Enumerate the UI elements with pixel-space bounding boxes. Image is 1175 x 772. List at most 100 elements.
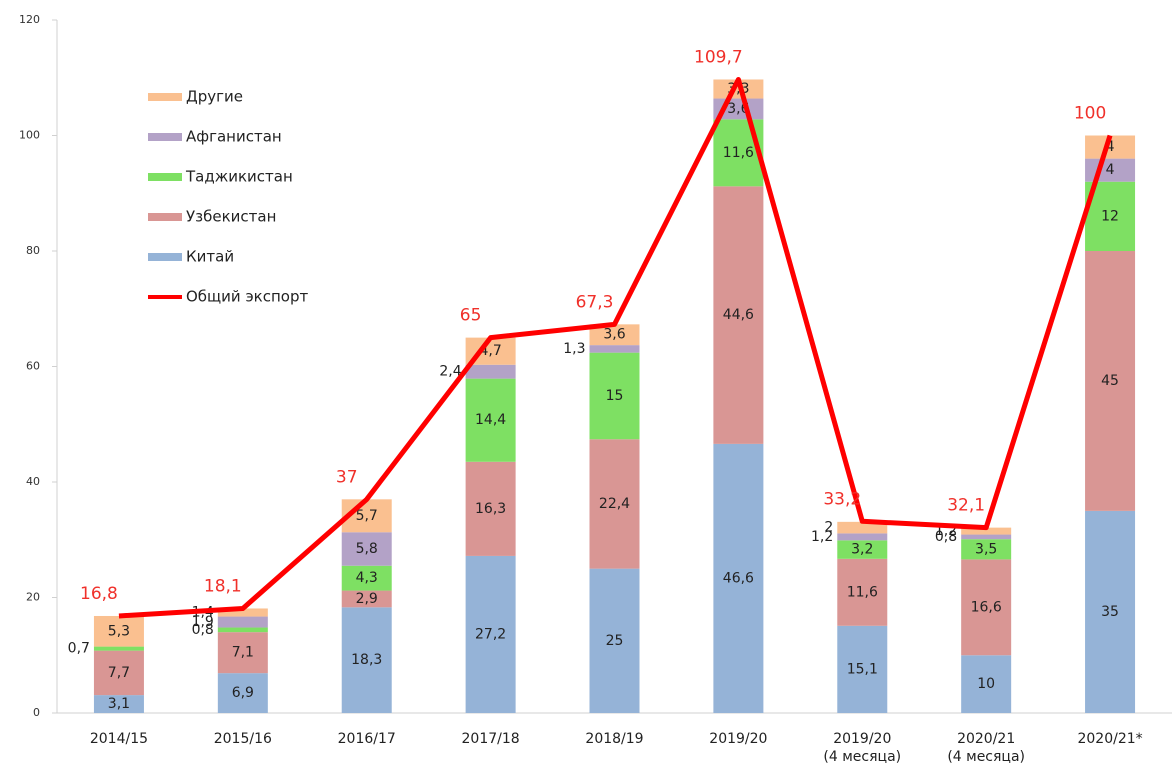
bar-segment bbox=[589, 568, 640, 713]
bar-segment bbox=[217, 608, 268, 617]
bar-segment bbox=[837, 625, 888, 713]
bar-segment bbox=[837, 540, 888, 559]
data-label: 11,6 bbox=[723, 145, 754, 161]
bar-segment bbox=[589, 352, 640, 440]
bar-segment bbox=[589, 439, 640, 569]
bar-segment bbox=[465, 461, 516, 556]
total-label: 32,1 bbox=[947, 496, 985, 516]
data-label: 2 bbox=[824, 520, 833, 536]
y-tick-label: 20 bbox=[26, 591, 40, 604]
bar-segment bbox=[93, 695, 144, 713]
bar-segment bbox=[713, 79, 764, 99]
legend-swatch bbox=[148, 253, 182, 261]
data-label: 16,3 bbox=[475, 501, 506, 517]
data-label: 5,8 bbox=[356, 541, 378, 557]
data-label: 15,1 bbox=[847, 661, 878, 677]
bar-segment bbox=[1085, 251, 1136, 511]
data-label: 0,7 bbox=[68, 641, 90, 657]
data-label: 3,6 bbox=[603, 327, 625, 343]
x-tick-label: 2019/20 bbox=[709, 731, 767, 747]
total-label: 109,7 bbox=[694, 47, 743, 67]
bar-segment bbox=[341, 532, 392, 566]
legend-swatch bbox=[148, 213, 182, 221]
data-label: 18,3 bbox=[351, 652, 382, 668]
bar-segment bbox=[961, 539, 1012, 560]
total-label: 16,8 bbox=[80, 584, 118, 604]
legend-swatch bbox=[148, 93, 182, 101]
data-label: 1,3 bbox=[563, 341, 585, 357]
data-label: 6,9 bbox=[232, 685, 254, 701]
data-label: 11,6 bbox=[847, 584, 878, 600]
total-label: 33,2 bbox=[823, 489, 861, 509]
legend-label: Таджикистан bbox=[185, 168, 293, 186]
bar-segment bbox=[465, 364, 516, 379]
bar-segment bbox=[713, 443, 764, 713]
data-label: 15 bbox=[606, 388, 624, 404]
data-label: 7,7 bbox=[108, 665, 130, 681]
data-label: 3,5 bbox=[975, 541, 997, 557]
data-label: 44,6 bbox=[723, 307, 754, 323]
data-label: 4 bbox=[1106, 139, 1115, 155]
legend-label: Общий экспорт bbox=[186, 288, 308, 306]
data-label: 1,9 bbox=[192, 614, 214, 630]
bar-segment bbox=[93, 646, 144, 651]
data-label: 1,2 bbox=[811, 529, 833, 545]
data-label: 4,3 bbox=[356, 570, 378, 586]
bar-segment bbox=[961, 527, 1012, 535]
data-label: 12 bbox=[1101, 208, 1119, 224]
y-tick-label: 80 bbox=[26, 244, 40, 257]
total-line bbox=[118, 76, 1113, 619]
bar-segment bbox=[341, 607, 392, 713]
data-label: 0,8 bbox=[935, 529, 957, 545]
y-tick-label: 0 bbox=[33, 706, 40, 719]
data-label: 2,4 bbox=[439, 364, 461, 380]
x-tick-label: 2014/15 bbox=[90, 731, 148, 747]
bar-segment bbox=[589, 345, 640, 353]
data-label: 46,6 bbox=[723, 570, 754, 586]
bar-segment bbox=[837, 533, 888, 541]
bar-segment bbox=[961, 559, 1012, 656]
data-label: 5,3 bbox=[108, 623, 130, 639]
total-label: 65 bbox=[460, 306, 482, 326]
x-tick-label: 2020/21 (4 месяца) bbox=[947, 731, 1025, 765]
bar-segment bbox=[713, 186, 764, 444]
bar-segment bbox=[589, 324, 640, 346]
data-label: 22,4 bbox=[599, 496, 630, 512]
bar-segment bbox=[341, 590, 392, 608]
bar-segment bbox=[217, 632, 268, 674]
data-label: 4 bbox=[1106, 162, 1115, 178]
data-label: 14,4 bbox=[475, 412, 506, 428]
total-label: 67,3 bbox=[576, 292, 614, 312]
bar-segment bbox=[93, 650, 144, 696]
x-tick-label: 2019/20 (4 месяца) bbox=[823, 731, 901, 765]
data-label: 7,1 bbox=[232, 645, 254, 661]
legend-swatch bbox=[148, 133, 182, 141]
bar-segment bbox=[217, 627, 268, 633]
data-label: 27,2 bbox=[475, 626, 506, 642]
bar-segment bbox=[1085, 510, 1136, 713]
data-label: 2,9 bbox=[356, 591, 378, 607]
bar-segment bbox=[465, 555, 516, 713]
total-label: 100 bbox=[1074, 104, 1106, 124]
data-label: 5,7 bbox=[356, 508, 378, 524]
x-tick-label: 2018/19 bbox=[585, 731, 643, 747]
bar-segment bbox=[961, 655, 1012, 713]
bar-segment bbox=[341, 565, 392, 591]
y-tick-label: 120 bbox=[19, 13, 40, 26]
data-label: 0,8 bbox=[192, 622, 214, 638]
bar-segment bbox=[93, 615, 144, 647]
y-tick-label: 100 bbox=[19, 129, 40, 142]
bar-segment bbox=[217, 616, 268, 628]
legend-swatch bbox=[148, 173, 182, 181]
y-tick-label: 40 bbox=[26, 475, 40, 488]
y-tick-label: 60 bbox=[26, 360, 40, 373]
bar-segment bbox=[1085, 135, 1136, 159]
legend-label: Китай bbox=[186, 248, 234, 266]
legend-label: Афганистан bbox=[186, 128, 282, 146]
bar-segment bbox=[465, 378, 516, 462]
bar-segment bbox=[837, 521, 888, 534]
legend-label: Другие bbox=[186, 88, 243, 106]
bar-segment bbox=[837, 558, 888, 626]
bar-segment bbox=[217, 673, 268, 713]
